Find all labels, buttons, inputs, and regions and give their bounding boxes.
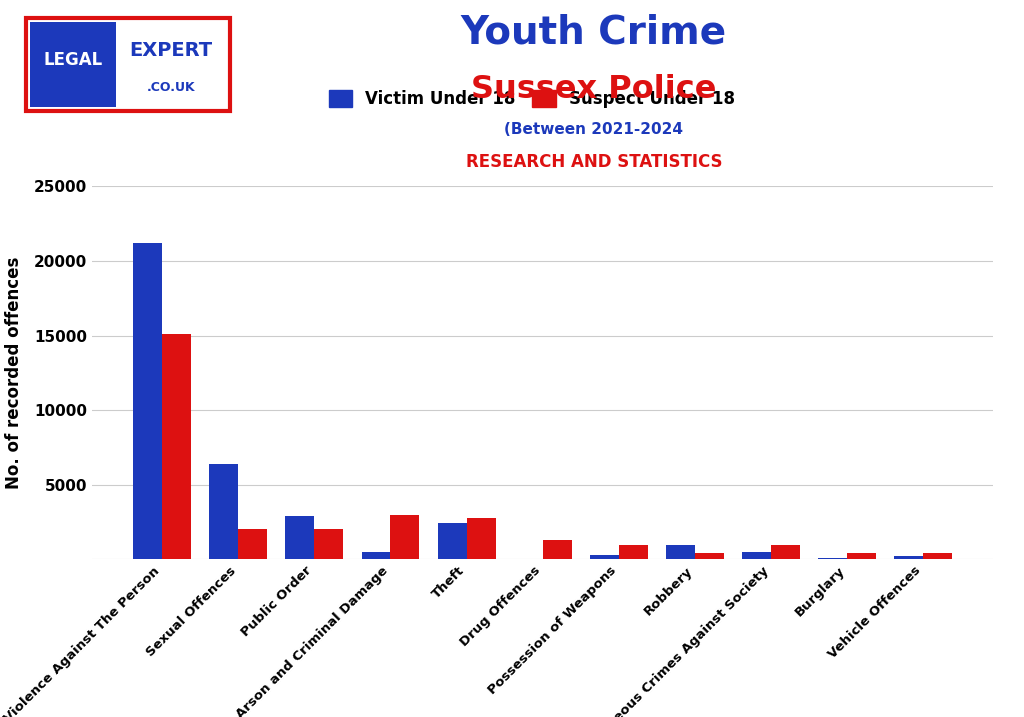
Bar — [467, 518, 496, 559]
Bar — [162, 334, 191, 559]
Bar — [543, 540, 571, 559]
Text: Youth Crime: Youth Crime — [461, 14, 727, 51]
Text: Sussex Police: Sussex Police — [471, 74, 717, 105]
Text: RESEARCH AND STATISTICS: RESEARCH AND STATISTICS — [466, 153, 722, 171]
FancyBboxPatch shape — [26, 18, 230, 111]
Text: (Between 2021-2024: (Between 2021-2024 — [505, 122, 683, 136]
Text: .CO.UK: .CO.UK — [146, 81, 196, 95]
Bar — [618, 545, 648, 559]
Bar — [286, 516, 314, 559]
Bar — [695, 553, 724, 559]
Bar — [924, 554, 952, 559]
Bar — [361, 552, 390, 559]
Bar — [390, 516, 420, 559]
Bar — [314, 529, 343, 559]
Bar — [742, 552, 771, 559]
Legend: Victim Under 18, Suspect Under 18: Victim Under 18, Suspect Under 18 — [322, 83, 741, 115]
Bar — [209, 464, 239, 559]
Bar — [771, 545, 800, 559]
Bar — [894, 556, 924, 559]
Bar — [666, 545, 695, 559]
Y-axis label: No. of recorded offences: No. of recorded offences — [5, 257, 23, 489]
Bar — [437, 523, 467, 559]
Text: EXPERT: EXPERT — [129, 41, 213, 60]
Text: LEGAL: LEGAL — [43, 51, 102, 69]
Bar — [239, 529, 267, 559]
Bar — [847, 553, 877, 559]
Bar — [590, 555, 618, 559]
Bar — [818, 558, 847, 559]
Bar — [133, 243, 162, 559]
FancyBboxPatch shape — [30, 22, 116, 108]
